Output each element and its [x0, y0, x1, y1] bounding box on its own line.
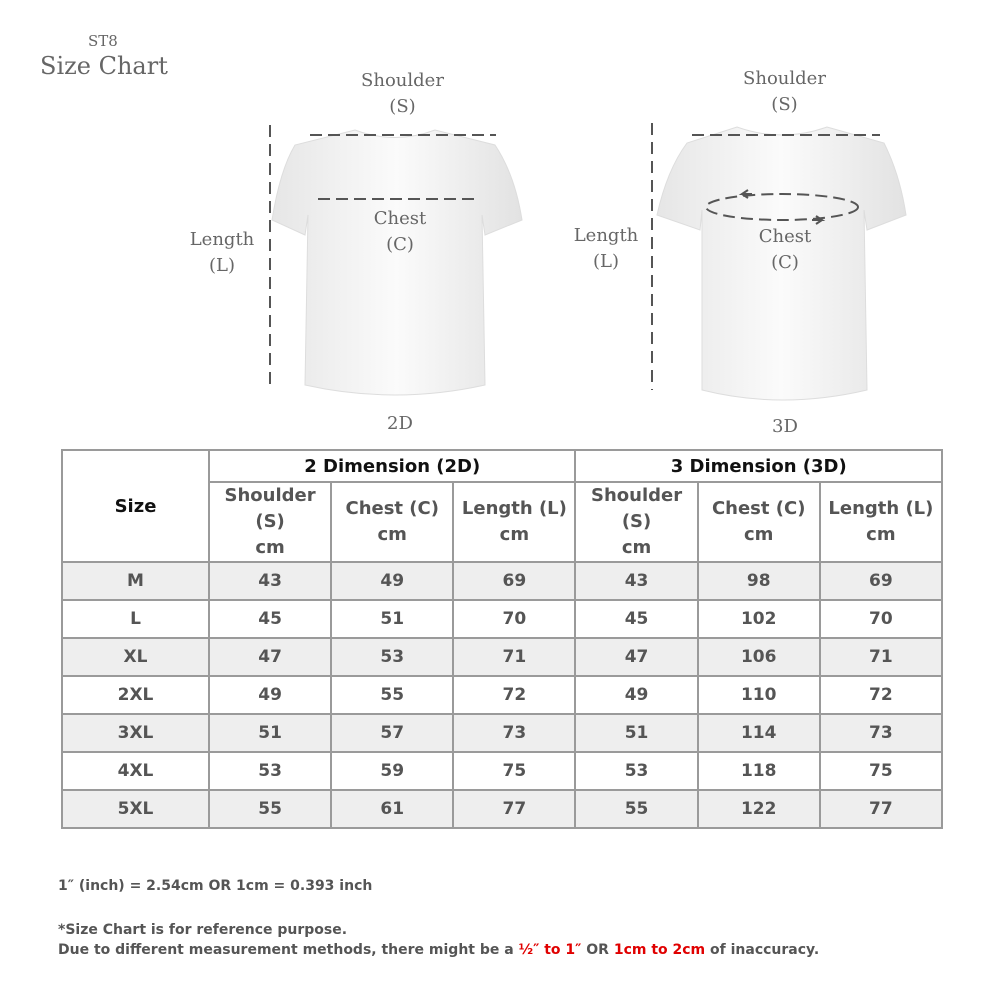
measurement-cell: 47 — [207, 637, 333, 677]
size-cell: 3XL — [61, 713, 210, 753]
table-row: 3XL 51 57 73 51 114 73 — [61, 713, 944, 753]
column-header: Chest (C) cm — [330, 481, 455, 563]
measurement-cell: 118 — [696, 751, 821, 791]
column-header: Chest (C) cm — [696, 481, 821, 563]
table-row: L 45 51 70 45 102 70 — [61, 599, 944, 639]
size-cell: XL — [61, 637, 210, 677]
measurement-cell: 98 — [696, 561, 821, 601]
view-label-3d: 3D — [772, 416, 798, 437]
measurement-cell: 55 — [330, 675, 455, 715]
product-code: ST8 — [88, 32, 118, 50]
table-row: 4XL 53 59 75 53 118 75 — [61, 751, 944, 791]
measurement-cell: 55 — [574, 789, 699, 829]
column-header: Length (L) cm — [452, 481, 577, 563]
measurement-cell: 43 — [574, 561, 699, 601]
measurement-cell: 45 — [207, 599, 333, 639]
tshirt-3d-image — [651, 123, 907, 401]
measurement-cell: 77 — [452, 789, 577, 829]
column-header: Length (L) cm — [818, 481, 944, 563]
measurement-cell: 51 — [207, 713, 333, 753]
group-header-2d: 2 Dimension (2D) — [207, 449, 577, 483]
measurement-cell: 53 — [330, 637, 455, 677]
measurement-cell: 69 — [818, 561, 944, 601]
measurement-cell: 59 — [330, 751, 455, 791]
measurement-cell: 49 — [574, 675, 699, 715]
measurement-cell: 71 — [818, 637, 944, 677]
page-title: Size Chart — [40, 52, 168, 80]
table-row: 2XL 49 55 72 49 110 72 — [61, 675, 944, 715]
measurement-cell: 102 — [696, 599, 821, 639]
chest-label-2d: Chest (C) — [373, 208, 427, 255]
measurement-cell: 77 — [818, 789, 944, 829]
measurement-cell: 57 — [330, 713, 455, 753]
view-label-2d: 2D — [387, 413, 413, 434]
group-header-3d: 3 Dimension (3D) — [574, 449, 943, 483]
measurement-cell: 47 — [574, 637, 699, 677]
size-cell: 2XL — [61, 675, 210, 715]
measurement-cell: 75 — [818, 751, 944, 791]
size-header: Size — [61, 449, 210, 563]
chest-label-3d: Chest (C) — [758, 226, 812, 273]
size-cell: 4XL — [61, 751, 210, 791]
measurement-cell: 70 — [452, 599, 577, 639]
size-cell: 5XL — [61, 789, 210, 829]
measurement-cell: 110 — [696, 675, 821, 715]
table-row: 5XL 55 61 77 55 122 77 — [61, 789, 944, 829]
measurement-cell: 53 — [574, 751, 699, 791]
measurement-cell: 49 — [207, 675, 333, 715]
table-row: XL 47 53 71 47 106 71 — [61, 637, 944, 677]
measurement-cell: 114 — [696, 713, 821, 753]
table-row: M 43 49 69 43 98 69 — [61, 561, 944, 601]
conversion-note: 1″ (inch) = 2.54cm OR 1cm = 0.393 inch — [58, 878, 373, 894]
measurement-cell: 70 — [818, 599, 944, 639]
measurement-cell: 122 — [696, 789, 821, 829]
measurement-cell: 45 — [574, 599, 699, 639]
measurement-cell: 71 — [452, 637, 577, 677]
shoulder-label-3d: Shoulder (S) — [743, 68, 826, 115]
measurement-cell: 43 — [207, 561, 333, 601]
size-cell: M — [61, 561, 210, 601]
length-label-3d: Length (L) — [573, 225, 639, 272]
measurement-cell: 49 — [330, 561, 455, 601]
measurement-cell: 55 — [207, 789, 333, 829]
measurement-cell: 51 — [330, 599, 455, 639]
reference-note: *Size Chart is for reference purpose. — [58, 922, 348, 938]
tshirt-2d-image — [269, 125, 523, 396]
measurement-cell: 69 — [452, 561, 577, 601]
column-header: Shoulder (S) cm — [207, 481, 333, 563]
measurement-cell: 106 — [696, 637, 821, 677]
measurement-cell: 61 — [330, 789, 455, 829]
measurement-cell: 72 — [818, 675, 944, 715]
measurement-cell: 75 — [452, 751, 577, 791]
column-header: Shoulder (S) cm — [574, 481, 699, 563]
measurement-cell: 53 — [207, 751, 333, 791]
measurement-cell: 73 — [818, 713, 944, 753]
shoulder-label-2d: Shoulder (S) — [361, 70, 444, 117]
measurement-cell: 72 — [452, 675, 577, 715]
measurement-cell: 73 — [452, 713, 577, 753]
size-table: Size 2 Dimension (2D) 3 Dimension (3D) S… — [61, 449, 944, 829]
measurement-cell: 51 — [574, 713, 699, 753]
length-label-2d: Length (L) — [189, 229, 255, 276]
size-cell: L — [61, 599, 210, 639]
disclaimer-note: Due to different measurement methods, th… — [58, 942, 820, 958]
